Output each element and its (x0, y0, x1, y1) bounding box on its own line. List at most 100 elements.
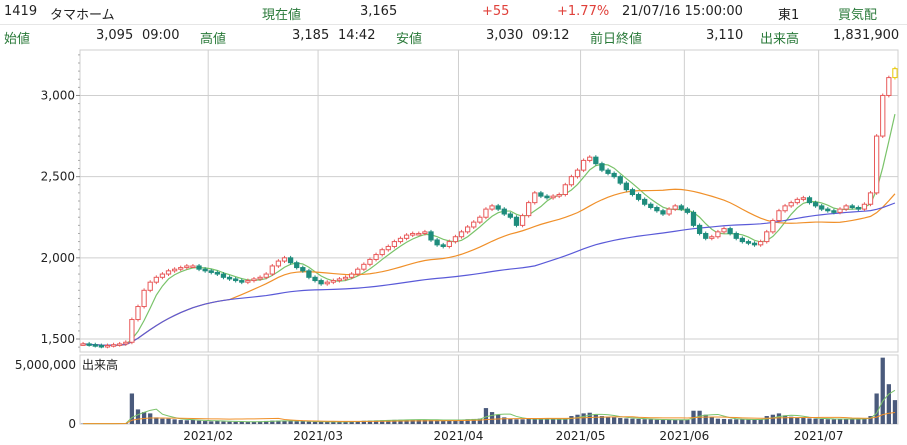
candle-body (275, 260, 282, 267)
candle-body (403, 234, 410, 239)
current-price-value: 3,165 (360, 4, 398, 19)
candle-body (611, 172, 617, 178)
candle-body (391, 241, 398, 247)
volume-tick-label: 5,000,000 (15, 358, 76, 372)
candle-body (361, 263, 367, 270)
volume-label: 出来高 (760, 32, 800, 47)
volume-bar (410, 419, 415, 424)
candle-body (98, 345, 105, 348)
volume-bar (752, 419, 757, 424)
date-tick-label: 2021/03 (293, 429, 343, 443)
volume-value: 1,831,900 (833, 28, 900, 43)
price-axis: 1,500 2,000 2,500 3,000 (41, 54, 80, 348)
candle-body (379, 249, 385, 256)
volume-bar (843, 418, 849, 424)
volume-bar (404, 419, 409, 424)
date-tick-label: 2021/07 (794, 429, 844, 443)
volume-bar (349, 421, 354, 424)
volume-bar (807, 418, 812, 424)
candle-body (892, 68, 898, 79)
candle-body (788, 202, 794, 207)
volume-bar (892, 400, 898, 424)
volume-bar (758, 419, 763, 424)
candle-body (251, 278, 257, 282)
price-tick-label: 3,000 (41, 88, 75, 102)
candle-body (452, 236, 459, 243)
candle-body (574, 169, 581, 178)
volume-ma-mid-line (83, 411, 896, 425)
volume-bar (221, 421, 226, 424)
volume-bar (837, 418, 843, 424)
candle-body (745, 241, 752, 244)
volume-bar (251, 421, 257, 424)
volume-bar (789, 416, 794, 424)
volume-bar (294, 421, 299, 424)
candle-body (220, 273, 227, 278)
candle-body (178, 267, 184, 270)
volume-bar (318, 421, 324, 424)
price-tick-label: 1,500 (41, 332, 75, 346)
price-tick-label: 2,500 (41, 170, 75, 184)
candle-body (422, 231, 428, 234)
volume-bar (660, 420, 666, 424)
volume-bar (215, 420, 220, 424)
candle-body (184, 265, 190, 269)
candle-body (458, 231, 465, 238)
volume-bar (380, 420, 385, 424)
volume-bar (813, 418, 818, 424)
candle-body (556, 194, 562, 197)
volume-bar (489, 412, 495, 424)
volume-zero-label: 0 (68, 417, 76, 431)
candle-body (464, 226, 471, 233)
date-tick-label: 2021/06 (659, 429, 709, 443)
candle-body (373, 254, 379, 260)
volume-bar (703, 414, 708, 424)
candle-body (397, 237, 404, 243)
volume-bar (264, 420, 269, 424)
volume-bar (306, 421, 312, 424)
volume-bar (593, 414, 598, 424)
candle-body (855, 206, 861, 210)
candle-body (165, 270, 172, 275)
prev-close-value: 3,110 (706, 28, 744, 43)
candle-body (819, 205, 825, 210)
volume-bar (764, 416, 769, 424)
candle-body (776, 210, 782, 221)
volume-bar (471, 418, 476, 424)
volume-bar (465, 419, 470, 424)
volume-ma-short-line (83, 389, 896, 425)
volume-bar (367, 420, 373, 424)
candle-body (80, 343, 86, 346)
candle-body (257, 276, 263, 280)
candle-body (660, 210, 666, 215)
candle-body (580, 159, 587, 171)
volume-bar (312, 421, 318, 424)
candle-body (434, 239, 440, 246)
candle-body (263, 273, 269, 278)
high-label: 高値 (200, 32, 227, 47)
open-time: 09:00 (142, 28, 180, 43)
candle-body (526, 202, 532, 217)
candle-body (696, 224, 703, 234)
volume-bar (196, 420, 202, 424)
candle-body (568, 176, 575, 186)
candle-body (123, 341, 129, 345)
volume-bar (532, 418, 537, 424)
volume-bar (880, 357, 885, 424)
volume-bar (447, 420, 452, 424)
price-change-pct: +1.77% (557, 4, 610, 19)
candle-body (599, 163, 605, 171)
candle-body (300, 267, 306, 272)
candle-body (428, 231, 434, 241)
candle-body (519, 215, 526, 226)
volume-bar (190, 420, 196, 424)
candle-body (336, 278, 343, 282)
candle-body (501, 208, 507, 215)
candle-body (672, 205, 678, 210)
candle-body (489, 205, 495, 210)
volume-bar (239, 422, 244, 424)
candle-body (269, 265, 275, 275)
volume-bar (453, 419, 458, 424)
volume-bar (685, 420, 690, 424)
candle-body (544, 195, 550, 199)
